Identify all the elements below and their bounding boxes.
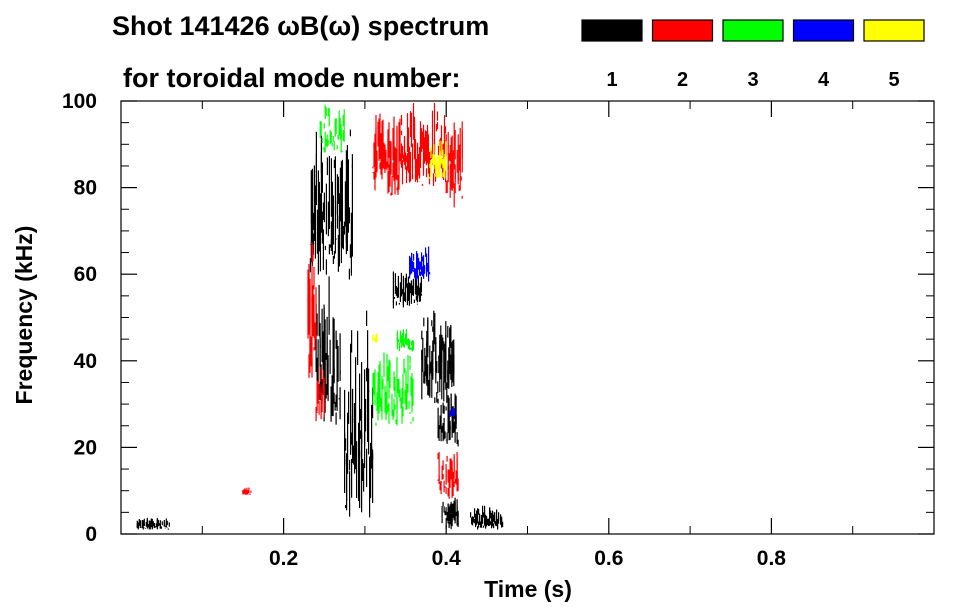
y-tick-label: 20: [74, 436, 97, 459]
legend-label-4: 4: [818, 69, 830, 91]
region-mode-2-6: [242, 487, 252, 495]
x-tick-label: 0.6: [594, 547, 623, 570]
series-mode-3: [319, 104, 414, 426]
region-mode-2-2: [445, 121, 463, 208]
region-mode-5-1: [372, 333, 378, 343]
region-mode-2-5: [437, 451, 459, 499]
chart-subtitle: for toroidal mode number:: [123, 63, 461, 93]
region-mode-3-1: [319, 104, 345, 153]
axes: 0.2 0.4 0.6 0.8 0 20 40 60 80 100: [62, 90, 934, 570]
region-mode-3-0: [372, 352, 414, 426]
legend-label-2: 2: [677, 69, 688, 91]
legend-label-3: 3: [747, 69, 758, 91]
region-mode-1-6: [441, 497, 459, 530]
region-mode-1-0: [309, 129, 353, 280]
y-tick-label: 40: [74, 350, 97, 373]
region-mode-4-1: [449, 407, 455, 417]
y-tick-label: 80: [74, 177, 97, 200]
region-mode-1-5: [437, 393, 459, 447]
y-tick-label: 0: [85, 523, 97, 546]
legend-label-1: 1: [606, 69, 617, 91]
plot-frame: [120, 100, 935, 535]
legend-swatch-2: [651, 19, 714, 42]
region-mode-3-2: [396, 329, 414, 352]
chart-title: Shot 141426 ωB(ω) spectrum: [112, 11, 489, 41]
region-mode-5-0: [429, 140, 447, 179]
x-tick-label: 0.2: [269, 547, 298, 570]
legend: 1 2 3 4 5: [581, 19, 925, 91]
legend-swatch-4: [792, 19, 855, 42]
region-mode-1-8: [136, 517, 170, 530]
x-tick-label: 0.8: [757, 547, 787, 570]
region-mode-2-0: [372, 113, 402, 196]
y-axis-label: Frequency (kHz): [11, 226, 37, 405]
series-mode-5: [372, 140, 447, 343]
spectrum-data: [136, 102, 504, 530]
region-mode-1-2: [344, 310, 374, 518]
series-mode-2: [242, 102, 463, 499]
y-tick-label: 100: [62, 90, 97, 113]
region-mode-1-3: [392, 269, 422, 309]
legend-label-5: 5: [888, 69, 899, 91]
legend-swatch-5: [863, 19, 925, 42]
region-mode-1-4: [421, 310, 455, 403]
y-tick-label: 60: [74, 263, 97, 286]
series-mode-4: [409, 246, 455, 417]
region-mode-1-7: [470, 505, 504, 530]
legend-swatch-3: [722, 19, 784, 42]
region-mode-2-1: [400, 102, 447, 187]
series-mode-1: [136, 129, 504, 530]
legend-swatch-1: [581, 19, 643, 42]
x-tick-label: 0.4: [432, 547, 462, 570]
region-mode-2-3: [307, 242, 317, 378]
x-axis-label: Time (s): [484, 576, 572, 602]
region-mode-2-4: [315, 366, 325, 422]
region-mode-4-0: [409, 246, 431, 282]
